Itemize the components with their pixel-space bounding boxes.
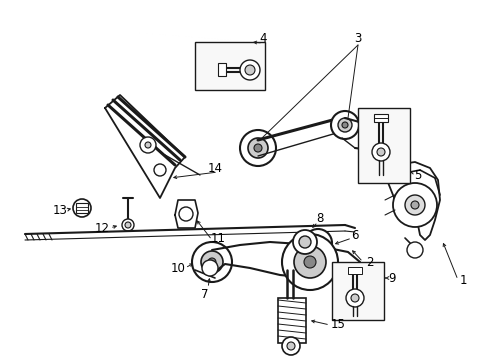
- Text: 8: 8: [316, 212, 323, 225]
- Circle shape: [310, 236, 325, 250]
- Text: 6: 6: [350, 229, 358, 242]
- Circle shape: [406, 242, 422, 258]
- Text: 3: 3: [354, 32, 361, 45]
- Circle shape: [282, 337, 299, 355]
- Circle shape: [304, 229, 331, 257]
- Circle shape: [240, 130, 275, 166]
- Circle shape: [253, 144, 262, 152]
- Circle shape: [179, 207, 193, 221]
- Bar: [76, 203, 88, 213]
- Circle shape: [392, 183, 436, 227]
- Circle shape: [202, 260, 218, 276]
- Circle shape: [207, 258, 216, 266]
- Circle shape: [122, 219, 134, 231]
- Bar: [373, 114, 387, 122]
- Text: 4: 4: [259, 32, 266, 45]
- Circle shape: [350, 294, 358, 302]
- Bar: [331, 262, 383, 320]
- Circle shape: [240, 60, 260, 80]
- Text: 1: 1: [458, 274, 466, 287]
- Text: 10: 10: [170, 261, 185, 274]
- Bar: [278, 298, 305, 343]
- Text: 7: 7: [201, 288, 208, 302]
- Circle shape: [244, 65, 254, 75]
- Bar: [357, 108, 409, 183]
- Circle shape: [125, 222, 131, 228]
- Bar: [218, 63, 225, 76]
- Circle shape: [346, 289, 363, 307]
- Circle shape: [293, 246, 325, 278]
- Text: 12: 12: [94, 221, 109, 234]
- Circle shape: [247, 138, 267, 158]
- Circle shape: [73, 199, 91, 217]
- Bar: [195, 42, 264, 90]
- Circle shape: [292, 230, 316, 254]
- Bar: [347, 267, 361, 274]
- Circle shape: [337, 118, 351, 132]
- Circle shape: [304, 256, 315, 268]
- Text: 11: 11: [210, 231, 225, 244]
- Text: 14: 14: [207, 162, 222, 175]
- Text: 9: 9: [387, 271, 395, 284]
- Circle shape: [286, 342, 294, 350]
- Circle shape: [410, 201, 418, 209]
- Text: 5: 5: [413, 168, 421, 181]
- Circle shape: [341, 122, 347, 128]
- Circle shape: [376, 148, 384, 156]
- Circle shape: [371, 143, 389, 161]
- Circle shape: [314, 240, 320, 246]
- Text: 2: 2: [366, 256, 373, 269]
- Circle shape: [330, 111, 358, 139]
- Circle shape: [282, 234, 337, 290]
- Text: 13: 13: [52, 203, 67, 216]
- Circle shape: [201, 251, 223, 273]
- Circle shape: [404, 195, 424, 215]
- Circle shape: [298, 236, 310, 248]
- Circle shape: [145, 142, 151, 148]
- Circle shape: [154, 164, 165, 176]
- Circle shape: [192, 242, 231, 282]
- Circle shape: [140, 137, 156, 153]
- Text: 15: 15: [330, 319, 345, 332]
